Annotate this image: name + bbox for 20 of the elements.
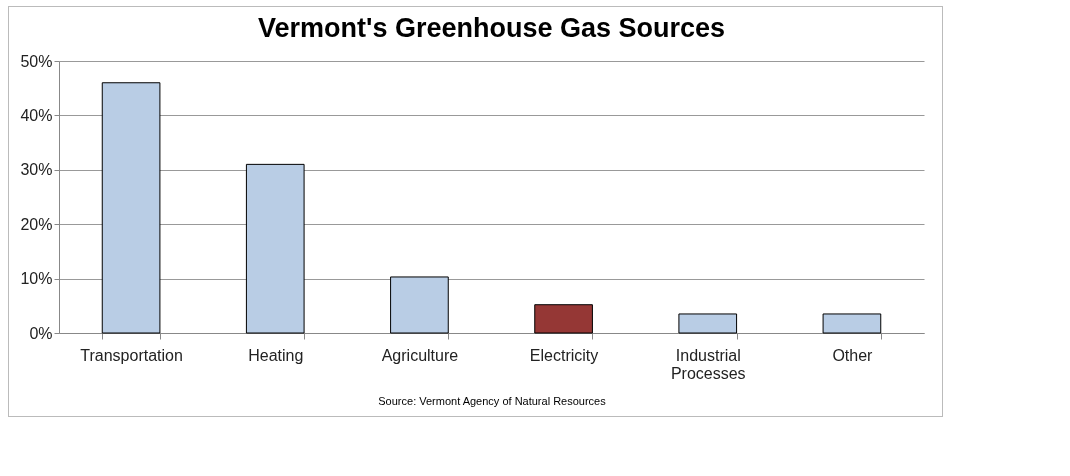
chart-title: Vermont's Greenhouse Gas Sources xyxy=(257,13,726,43)
bar xyxy=(534,304,593,334)
y-tick-label: 30% xyxy=(20,161,53,179)
bar xyxy=(101,82,161,334)
source-note: Source: Vermont Agency of Natural Resources xyxy=(378,394,607,407)
x-tick-label: Transportation xyxy=(80,346,183,364)
bar xyxy=(390,276,449,334)
y-tick-label: 20% xyxy=(20,215,53,233)
x-tick-label: Agriculture xyxy=(381,346,459,364)
bar xyxy=(678,313,738,334)
bar xyxy=(822,313,882,334)
x-tick-label: Other xyxy=(832,346,874,364)
y-tick-label: 40% xyxy=(20,106,53,124)
y-tick-label: 0% xyxy=(29,324,53,342)
x-tick-label: Industrial Processes xyxy=(670,346,746,382)
x-tick-label: Heating xyxy=(248,346,304,364)
x-tick-label: Electricity xyxy=(529,346,599,364)
y-tick-label: 10% xyxy=(20,270,53,288)
bar xyxy=(245,163,305,334)
y-tick-label: 50% xyxy=(20,52,53,70)
